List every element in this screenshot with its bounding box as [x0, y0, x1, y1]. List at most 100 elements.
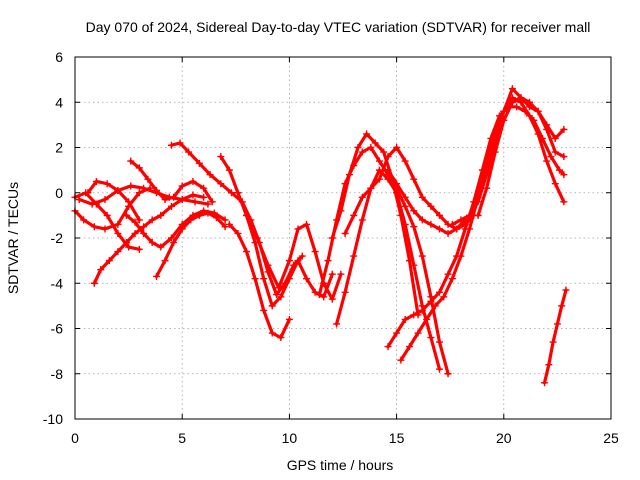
series-line-track-m	[317, 145, 450, 376]
data-point-track-q-5	[427, 220, 435, 228]
x-tick-label-0: 0	[71, 430, 79, 446]
data-point-track-i-14	[298, 252, 306, 260]
data-point-track-j-0	[217, 153, 225, 161]
y-tick-labels: -10 -8 -6 -4 -2 0 2 4 6	[43, 49, 63, 427]
data-point-track-d-0	[84, 189, 92, 197]
data-point-track-t-1	[457, 216, 465, 224]
data-point-track-p-5	[384, 153, 392, 161]
data-point-track-v-0	[541, 379, 549, 387]
data-point-track-u-10	[560, 153, 568, 161]
data-point-track-e-12	[200, 193, 208, 201]
data-point-track-l-1	[253, 234, 261, 242]
data-point-track-t-12	[551, 134, 559, 142]
data-point-track-e-9	[167, 202, 175, 210]
data-point-track-k-1	[234, 229, 242, 237]
data-point-track-e-3	[114, 248, 122, 256]
data-point-track-q-7	[444, 229, 452, 237]
data-point-track-k-4	[260, 306, 268, 314]
series-track-u	[474, 94, 568, 219]
data-point-track-p-4	[375, 175, 383, 183]
data-point-track-c-1	[88, 200, 96, 208]
data-point-track-r-2	[401, 315, 409, 323]
data-point-track-e-5	[131, 229, 139, 237]
data-point-track-u-6	[526, 98, 534, 106]
data-point-track-j-10	[303, 275, 311, 283]
data-point-track-s-6	[448, 275, 456, 283]
data-point-track-j-13	[328, 270, 336, 278]
data-point-track-s-2	[414, 329, 422, 337]
data-point-track-q-8	[453, 225, 461, 233]
y-tick-label-2: -6	[51, 321, 64, 337]
data-point-track-o-2	[350, 252, 358, 260]
data-point-track-i-4	[206, 171, 214, 179]
data-point-track-u-2	[491, 148, 499, 156]
series-line-track-j	[219, 155, 334, 308]
data-point-track-n-5	[371, 139, 379, 147]
data-point-track-f-3	[152, 186, 160, 194]
data-point-track-i-11	[273, 291, 281, 299]
series-group	[71, 85, 570, 387]
series-line-track-p	[343, 145, 476, 236]
data-point-track-o-12	[435, 365, 443, 373]
data-point-track-o-9	[410, 261, 418, 269]
data-point-track-g-3	[148, 239, 156, 247]
y-tick-label-5: 0	[55, 185, 63, 201]
data-point-track-q-6	[435, 225, 443, 233]
chart-title: Day 070 of 2024, Sidereal Day-to-day VTE…	[86, 19, 591, 35]
data-point-track-k-3	[251, 275, 259, 283]
data-point-track-h-6	[204, 209, 212, 217]
data-point-track-m-5	[358, 148, 366, 156]
data-point-track-p-0	[341, 229, 349, 237]
data-point-track-g-2	[140, 229, 148, 237]
data-point-track-p-6	[393, 144, 401, 151]
data-point-track-d-3	[114, 186, 122, 194]
data-point-track-q-1	[393, 180, 401, 188]
data-point-track-c-9	[191, 198, 199, 206]
data-point-track-o-0	[333, 320, 341, 328]
data-point-track-u-1	[483, 184, 491, 192]
data-point-track-t-2	[465, 211, 473, 219]
x-tick-labels: 0 5 10 15 20 25	[71, 430, 619, 446]
y-tick-label-4: -2	[51, 230, 64, 246]
data-point-track-n-0	[328, 234, 336, 242]
data-point-track-h-3	[178, 225, 186, 233]
data-point-track-k-2	[243, 248, 251, 256]
data-point-track-m-14	[435, 338, 443, 346]
data-point-track-i-5	[217, 180, 225, 188]
data-point-track-s-19	[560, 198, 568, 206]
data-point-track-m-12	[418, 252, 426, 260]
data-point-track-s-7	[457, 252, 465, 260]
data-point-track-j-8	[285, 275, 293, 283]
data-point-track-p-7	[401, 157, 409, 165]
data-point-track-b-6	[135, 189, 143, 197]
data-point-track-l-2	[264, 261, 272, 269]
data-point-track-f-8	[200, 184, 208, 192]
data-point-track-i-2	[185, 148, 193, 156]
data-point-track-u-8	[543, 125, 551, 133]
data-point-track-e-6	[140, 223, 148, 231]
x-tick-label-1: 5	[178, 430, 186, 446]
data-point-track-n-1	[337, 207, 345, 215]
data-point-track-j-1	[225, 166, 233, 174]
data-point-track-p-11	[435, 211, 443, 219]
data-point-track-m-1	[324, 257, 332, 265]
data-point-track-b-2	[90, 223, 98, 231]
data-point-track-u-9	[551, 148, 559, 156]
data-point-track-c-4	[127, 182, 135, 190]
data-point-track-e-1	[97, 266, 105, 274]
data-point-track-b-4	[114, 220, 122, 228]
data-point-track-o-11	[427, 334, 435, 342]
data-point-track-t-13	[560, 125, 568, 133]
data-point-track-g-4	[157, 243, 165, 251]
series-line-track-s	[399, 96, 566, 362]
data-point-track-u-7	[534, 107, 542, 115]
x-axis-label: GPS time / hours	[287, 457, 394, 473]
data-point-track-d-5	[135, 216, 143, 224]
data-point-track-s-17	[543, 157, 551, 165]
data-point-track-l-6	[303, 220, 311, 228]
data-point-track-r-0	[384, 343, 392, 351]
data-point-track-r-15	[513, 103, 521, 111]
data-point-track-k-7	[285, 315, 293, 323]
data-point-track-j-7	[277, 293, 285, 301]
data-point-track-f-6	[178, 182, 186, 190]
